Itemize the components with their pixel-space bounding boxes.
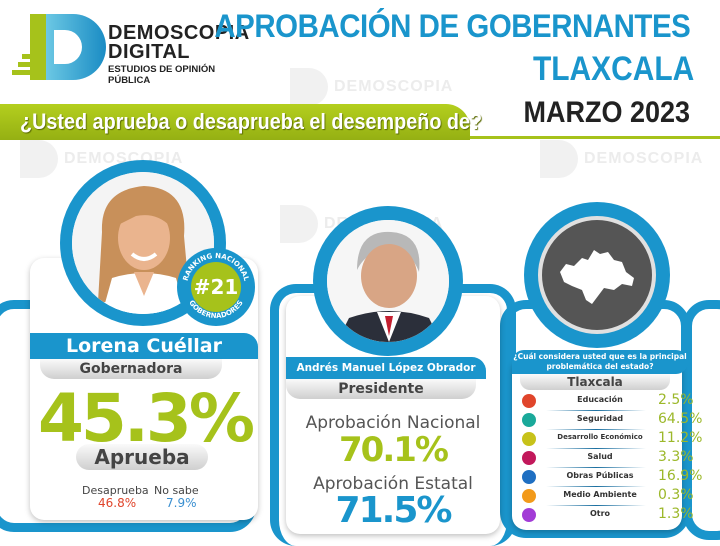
president-photo — [327, 220, 449, 342]
tlaxcala-map-icon — [560, 250, 634, 304]
problem-row: Desarrollo Económico 11.2% — [516, 430, 702, 449]
page-title: APROBACIÓN DE GOBERNANTES — [214, 8, 690, 44]
problem-row: Seguridad 64.5% — [516, 411, 702, 430]
date-title: MARZO 2023 — [523, 96, 690, 129]
state-title: TLAXCALA — [532, 50, 694, 88]
divider — [470, 136, 720, 139]
side-frame — [683, 300, 720, 540]
globe-icon — [522, 470, 536, 484]
bar-chart-icon — [522, 432, 536, 446]
president-role: Presidente — [286, 379, 476, 399]
health-cross-icon — [522, 451, 536, 465]
watermark: DEMOSCOPIA — [540, 140, 703, 178]
more-dots-icon — [522, 508, 536, 522]
governor-role: Gobernadora — [40, 359, 222, 379]
unknown-label: No sabe — [154, 484, 199, 497]
brand-name: DEMOSCOPIA DIGITAL — [108, 22, 250, 63]
education-icon — [522, 394, 536, 408]
problems-region: Tlaxcala — [520, 374, 670, 390]
problems-question: ¿Cuál considera usted que es la principa… — [512, 350, 688, 374]
problem-row: Salud 3.3% — [516, 449, 694, 468]
unknown-value: 7.9% — [166, 496, 197, 510]
recycle-icon — [522, 489, 536, 503]
state-approval-value: 71.5% — [335, 490, 453, 531]
national-approval-label: Aprobación Nacional — [305, 413, 481, 433]
question-banner: ¿Usted aprueba o desaprueba el desempeño… — [0, 104, 482, 140]
national-approval-value: 70.1% — [339, 430, 449, 470]
governor-name: Lorena Cuéllar — [30, 333, 258, 359]
problem-row: Educación 2.5% — [516, 392, 694, 411]
state-approval-label: Aprobación Estatal — [313, 474, 473, 494]
ranking-badge: RANKING NACIONAL GOBERNADORES #21 — [177, 248, 255, 326]
watermark: DEMOSCOPIA — [290, 68, 453, 106]
approval-label: Aprueba — [76, 444, 208, 470]
brand-logo: DEMOSCOPIA DIGITAL ESTUDIOS DE OPINIÓN PÚ… — [12, 12, 252, 86]
problem-row: Medio Ambiente 0.3% — [516, 487, 694, 506]
problem-row: Obras Públicas 16.9% — [516, 468, 702, 487]
disapprove-value: 46.8% — [98, 496, 137, 510]
problem-row: Otro 1.3% — [516, 506, 694, 525]
shield-icon — [522, 413, 536, 427]
state-map — [538, 216, 656, 334]
brand-tagline: ESTUDIOS DE OPINIÓN PÚBLICA — [108, 64, 216, 86]
disapprove-label: Desaprueba — [82, 484, 149, 497]
rank-number: #21 — [191, 262, 241, 312]
question-text: ¿Usted aprueba o desaprueba el desempeño… — [20, 109, 483, 134]
president-name: Andrés Manuel López Obrador — [286, 357, 486, 379]
